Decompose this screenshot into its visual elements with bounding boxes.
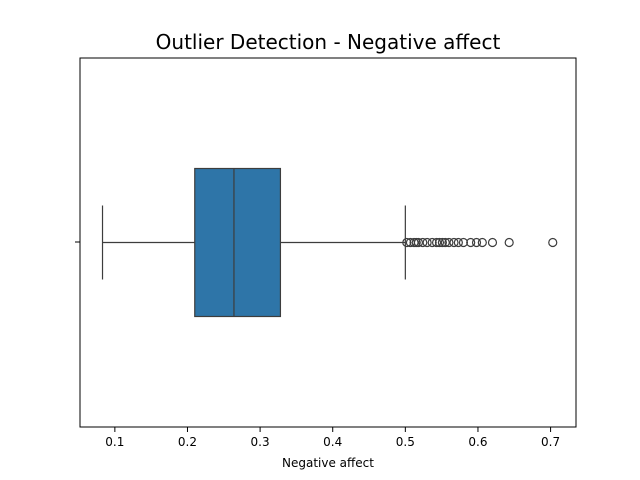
outlier-point [402,237,412,248]
outlier-point [471,237,482,248]
x-tick-label: 0.4 [323,435,342,449]
outlier-point [453,237,463,248]
x-tick-label: 0.7 [541,435,560,449]
x-tick-label: 0.2 [178,435,197,449]
outlier-point [458,237,469,248]
outlier-point [504,237,514,248]
outlier-point [418,237,428,248]
outlier-point [487,237,498,248]
outlier-point [431,237,442,248]
chart-title: Outlier Detection - Negative affect [156,30,501,54]
x-tick-label: 0.5 [396,435,415,449]
outlier-point [477,237,487,248]
x-axis-ticks: 0.1 0.2 0.3 0.4 0.5 0.6 0.7 [105,427,560,449]
outlier-point [422,237,432,248]
outlier-point [434,237,445,248]
x-tick-label: 0.1 [105,435,124,449]
box-plot-marks [101,167,558,318]
x-tick-label: 0.6 [468,435,487,449]
outlier-point [548,237,558,248]
x-tick-label: 0.3 [251,435,270,449]
outlier-point [413,237,424,248]
outlier-point [427,237,437,248]
outlier-point [449,237,459,248]
x-axis-label: Negative affect [282,456,374,470]
outlier-point [437,237,447,248]
interquartile-box [194,167,282,318]
outlier-point [440,237,450,248]
outlier-point [466,237,476,248]
outlier-point [444,237,454,248]
